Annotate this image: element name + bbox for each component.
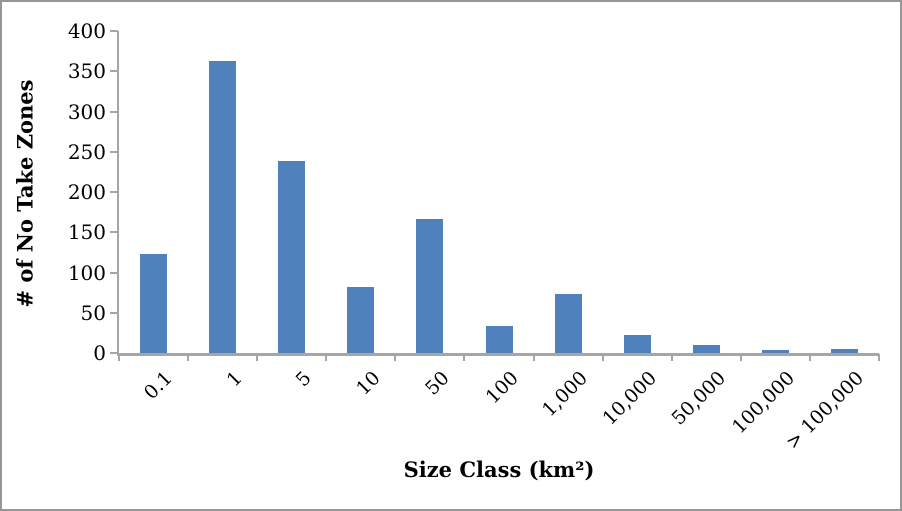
x-axis-title: Size Class (km²): [403, 457, 595, 482]
bar-> 100,000: [830, 348, 858, 353]
y-tick-label: 50: [80, 300, 106, 325]
bar-0.1: [140, 253, 168, 353]
bar-100: [485, 326, 513, 353]
y-tick-label: 200: [67, 180, 106, 204]
x-tick-label: 50: [420, 367, 454, 400]
y-tick-mark: [110, 30, 118, 32]
x-tick-label: 5: [291, 367, 316, 392]
bar-100,000: [761, 349, 789, 353]
bar-10,000: [623, 335, 651, 353]
y-tick-mark: [110, 150, 118, 153]
x-tick-mark: [256, 354, 259, 361]
x-tick-label: 1,000: [537, 367, 592, 422]
x-tick-mark: [878, 354, 880, 361]
x-tick-mark: [463, 354, 466, 361]
bar-50: [416, 219, 444, 353]
x-tick-label: 100: [481, 367, 523, 409]
bar-1,000: [554, 294, 582, 353]
x-tick-mark: [601, 354, 604, 361]
y-tick-label: 100: [67, 260, 106, 285]
y-tick-mark: [110, 191, 118, 193]
x-tick-label: 0.1: [140, 367, 178, 404]
y-tick-mark: [110, 110, 118, 113]
y-tick-label: 300: [67, 99, 106, 124]
x-tick-mark: [118, 354, 120, 361]
y-tick-label: 0: [93, 341, 106, 365]
x-tick-label: 10: [351, 367, 385, 400]
y-tick-mark: [110, 352, 118, 354]
bar-10: [347, 286, 375, 353]
x-tick-label: 10,000: [598, 367, 661, 430]
x-tick-mark: [325, 354, 328, 361]
x-tick-label: 100,000: [727, 367, 799, 439]
y-tick-mark: [110, 271, 118, 274]
x-tick-mark: [739, 354, 742, 361]
y-tick-mark: [110, 231, 118, 234]
bar-50,000: [692, 344, 720, 353]
y-tick-label: 250: [67, 139, 106, 164]
x-tick-mark: [394, 354, 397, 361]
x-tick-mark: [532, 354, 535, 361]
plot-area: [117, 31, 879, 356]
y-tick-label: 400: [67, 19, 106, 43]
x-tick-mark: [187, 354, 190, 361]
x-tick-label: 1: [222, 367, 247, 392]
y-tick-label: 350: [67, 59, 106, 84]
x-tick-mark: [808, 354, 811, 361]
y-tick-mark: [110, 70, 118, 73]
bar-1: [209, 60, 237, 353]
bar-5: [278, 160, 306, 353]
y-tick-mark: [110, 311, 118, 314]
x-tick-mark: [670, 354, 673, 361]
y-tick-label: 150: [67, 220, 106, 245]
x-tick-label: 50,000: [667, 367, 730, 430]
